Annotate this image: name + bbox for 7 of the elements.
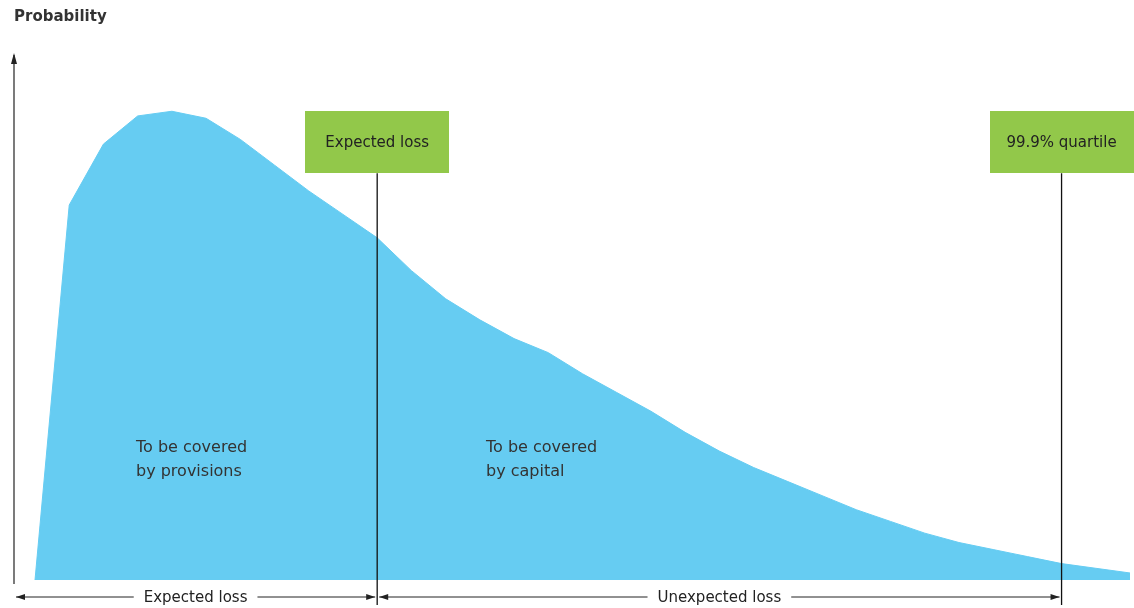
label-box: 99.9% quartile — [989, 111, 1134, 174]
text: Expected loss — [143, 588, 248, 606]
annotation: To be covered by provisions — [135, 436, 248, 480]
label-box: Expected loss — [305, 111, 450, 174]
text: Probability — [14, 6, 107, 25]
text: Unexpected loss — [657, 588, 782, 606]
annotation: To be covered by capital — [485, 436, 598, 480]
